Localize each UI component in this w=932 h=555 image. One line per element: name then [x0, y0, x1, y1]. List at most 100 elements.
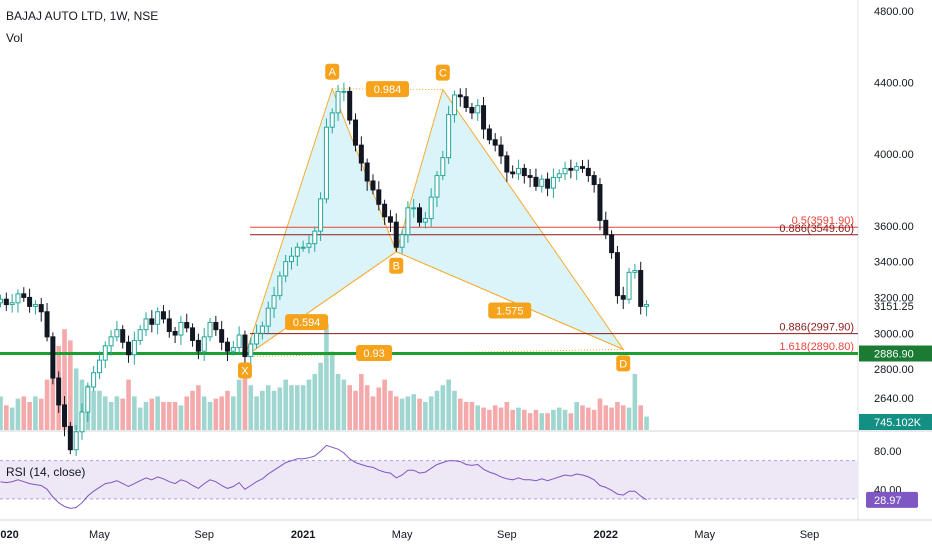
- candle-body: [585, 167, 591, 177]
- rsi-indicator-label[interactable]: RSI (14, close): [6, 465, 86, 479]
- candle-body: [434, 175, 440, 198]
- candle-body: [422, 218, 428, 223]
- candle-body: [195, 339, 201, 352]
- ratio-badge: [488, 302, 532, 319]
- volume-last-label: 745.102K: [874, 417, 922, 429]
- candle-body: [38, 304, 44, 313]
- volume-bar: [178, 405, 184, 430]
- volume-bar: [556, 407, 562, 430]
- price-tick-label: 2800.00: [874, 364, 914, 376]
- candle-body: [417, 207, 423, 223]
- volume-bar: [306, 379, 312, 430]
- volume-bar: [347, 385, 352, 430]
- candle-body: [21, 293, 27, 298]
- candle-body: [329, 112, 335, 128]
- candle-body: [108, 336, 114, 347]
- volume-bar: [644, 416, 649, 430]
- candle-body: [318, 198, 324, 232]
- volume-bar: [440, 385, 446, 430]
- volume-bar: [551, 409, 556, 430]
- volume-bar: [9, 407, 15, 430]
- volume-bar: [580, 405, 585, 430]
- volume-bar: [50, 374, 56, 430]
- volume-bar: [405, 396, 411, 430]
- candle-body: [56, 377, 62, 406]
- volume-bar: [62, 329, 67, 430]
- candle-body: [580, 166, 585, 169]
- volume-bar: [504, 402, 510, 430]
- candle-body: [463, 96, 469, 108]
- symbol-title[interactable]: BAJAJ AUTO LTD, 1W, NSE: [6, 9, 159, 23]
- candle-body: [294, 246, 300, 257]
- time-tick-label: May: [89, 529, 110, 541]
- candle-body: [341, 90, 347, 93]
- candle-body: [614, 252, 620, 297]
- volume-bar: [324, 323, 329, 430]
- volume-bar: [155, 396, 160, 430]
- volume-bar: [533, 409, 539, 430]
- rsi-line: [0, 444, 647, 509]
- candle-body: [568, 167, 574, 171]
- candle-body: [160, 311, 166, 320]
- volume-indicator-label[interactable]: Vol: [6, 31, 23, 45]
- candle-body: [242, 334, 248, 358]
- candle-body: [498, 144, 504, 157]
- volume-bar: [574, 402, 579, 430]
- volume-bar: [91, 390, 96, 430]
- candle-body: [131, 339, 137, 356]
- volume-bar: [423, 402, 428, 430]
- time-tick-label: May: [694, 529, 715, 541]
- volume-bar: [370, 396, 376, 430]
- volume-bar: [457, 398, 463, 430]
- volume-bar: [21, 396, 27, 430]
- support-price-badge: [859, 345, 932, 362]
- volume-bar: [411, 394, 417, 430]
- volume-bar: [201, 396, 207, 430]
- candle-body: [486, 128, 492, 141]
- time-tick-label: Sep: [800, 529, 820, 541]
- volume-bar: [143, 402, 149, 430]
- volume-bar: [68, 340, 73, 430]
- price-tick-label: 2640.00: [874, 393, 914, 405]
- volume-bar: [225, 390, 230, 430]
- volume-bar: [516, 407, 521, 430]
- candle-body: [114, 329, 120, 338]
- candle-body: [545, 178, 551, 189]
- pattern-point-label: X: [241, 366, 249, 378]
- candle-body: [172, 330, 178, 336]
- time-tick-label: Sep: [497, 529, 517, 541]
- volume-bar: [376, 387, 382, 430]
- price-tick-label: 3400.00: [874, 257, 914, 269]
- volume-bar: [353, 390, 358, 430]
- candle-body: [620, 295, 626, 300]
- volume-bar: [27, 402, 32, 430]
- ratio-badge-label: 0.93: [363, 348, 384, 360]
- volume-bar: [626, 407, 632, 430]
- fib-level-label: 0.5(3591.90): [792, 215, 854, 227]
- volume-bar: [44, 379, 50, 430]
- pattern-point-label: D: [619, 358, 627, 370]
- candle-body: [387, 216, 393, 223]
- candle-body: [219, 329, 225, 343]
- candle-body: [143, 318, 149, 331]
- candle-body: [166, 318, 172, 332]
- candle-body: [306, 243, 312, 248]
- last-price-label: 3151.25: [874, 301, 914, 313]
- time-tick-label: Sep: [194, 529, 214, 541]
- price-tick-label: 3600.00: [874, 221, 914, 233]
- candle-body: [469, 107, 475, 114]
- ratio-badge-label: 0.594: [293, 317, 321, 329]
- time-tick-label: 2021: [291, 529, 315, 541]
- volume-bar: [388, 390, 393, 430]
- candle-body: [481, 105, 487, 130]
- candle-body: [632, 270, 638, 273]
- ratio-badge: [356, 344, 393, 361]
- candle-body: [102, 345, 108, 361]
- candle-body: [289, 255, 294, 263]
- volume-bar: [132, 396, 137, 430]
- pattern-point-marker: [389, 257, 404, 274]
- candle-body: [492, 139, 498, 146]
- ratio-badge-label: 1.575: [496, 306, 524, 318]
- volume-bar: [568, 413, 574, 430]
